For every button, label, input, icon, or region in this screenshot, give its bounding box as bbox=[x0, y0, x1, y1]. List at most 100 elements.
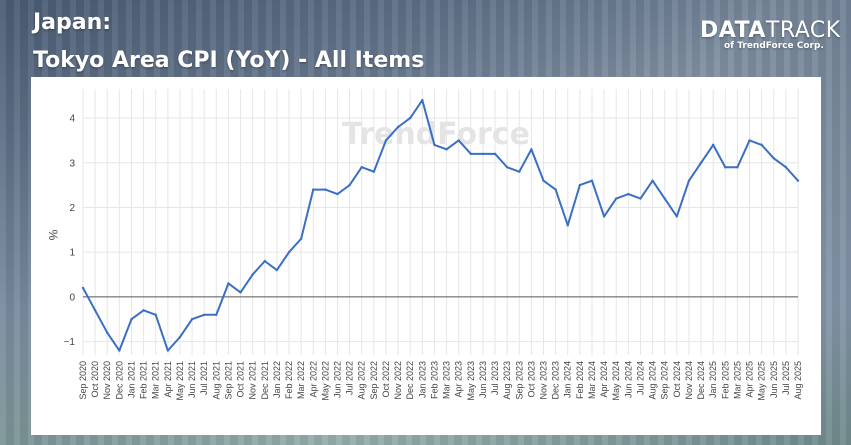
x-tick-label: Feb 2023 bbox=[429, 361, 439, 399]
x-tick-label: Apr 2023 bbox=[454, 361, 464, 398]
x-tick-label: Jun 2021 bbox=[187, 361, 197, 398]
brand-name-bold: DATA bbox=[700, 18, 766, 43]
x-tick-label: Jul 2021 bbox=[199, 361, 209, 395]
y-tick-label: 4 bbox=[69, 114, 75, 125]
data-point bbox=[142, 309, 145, 312]
data-point bbox=[627, 192, 630, 196]
data-point bbox=[215, 313, 218, 316]
x-tick-label: May 2022 bbox=[320, 361, 330, 401]
x-tick-label: Sep 2020 bbox=[78, 361, 88, 400]
x-tick-label: Mar 2021 bbox=[151, 361, 161, 399]
x-tick-label: Jun 2023 bbox=[478, 361, 488, 398]
data-point bbox=[275, 268, 279, 272]
x-tick-label: Jan 2025 bbox=[708, 361, 718, 398]
grid-layer bbox=[82, 89, 799, 355]
x-tick-label: Jun 2022 bbox=[332, 361, 342, 398]
x-tick-label: Sep 2022 bbox=[369, 361, 379, 400]
y-tick-label: −1 bbox=[64, 337, 76, 348]
data-point bbox=[615, 197, 618, 200]
y-axis: −1 0 1 2 3 4 bbox=[64, 114, 76, 349]
data-point bbox=[699, 161, 703, 164]
x-tick-label: Jan 2021 bbox=[126, 361, 136, 398]
data-point bbox=[481, 152, 485, 156]
data-point bbox=[384, 139, 388, 142]
data-point bbox=[590, 179, 594, 182]
x-tick-label: Oct 2020 bbox=[90, 361, 100, 398]
data-point bbox=[93, 309, 97, 312]
data-point bbox=[409, 116, 412, 120]
brand-tagline: of TrendForce Corp. bbox=[724, 41, 824, 51]
data-point bbox=[736, 166, 739, 169]
data-point bbox=[336, 192, 339, 196]
data-point bbox=[748, 139, 751, 142]
data-point bbox=[445, 148, 448, 151]
data-point bbox=[312, 188, 315, 191]
series-layer bbox=[81, 98, 800, 352]
data-point bbox=[81, 286, 85, 290]
data-point bbox=[505, 166, 509, 169]
title-line-1: Japan: bbox=[33, 10, 112, 35]
x-tick-label: Jul 2024 bbox=[635, 361, 645, 395]
data-point bbox=[287, 250, 291, 254]
x-tick-label: Mar 2023 bbox=[442, 361, 452, 399]
brand-logo: DATATRACK of TrendForce Corp. bbox=[700, 18, 841, 51]
x-tick-label: May 2024 bbox=[611, 361, 621, 401]
x-tick-label: Feb 2021 bbox=[139, 361, 149, 399]
x-tick-label: Apr 2022 bbox=[308, 361, 318, 398]
x-tick-label: Dec 2023 bbox=[551, 361, 561, 400]
data-point bbox=[772, 157, 775, 160]
x-tick-label: Apr 2021 bbox=[163, 361, 173, 398]
data-point bbox=[299, 237, 303, 240]
data-point bbox=[542, 179, 545, 182]
x-tick-label: Oct 2023 bbox=[526, 361, 536, 398]
data-point bbox=[518, 170, 521, 173]
x-tick-label: Dec 2024 bbox=[696, 361, 706, 400]
y-tick-label: 2 bbox=[69, 203, 75, 214]
data-point bbox=[154, 313, 157, 316]
x-tick-label: Nov 2021 bbox=[248, 361, 258, 400]
data-point bbox=[796, 179, 800, 182]
x-tick-label: Dec 2021 bbox=[260, 361, 270, 400]
x-tick-label: Dec 2020 bbox=[114, 361, 124, 400]
y-tick-label: 3 bbox=[69, 158, 75, 169]
data-point bbox=[724, 166, 727, 169]
x-tick-label: Sep 2024 bbox=[660, 361, 670, 400]
x-tick-label: May 2023 bbox=[466, 361, 476, 401]
data-point bbox=[239, 291, 242, 294]
x-tick-label: Jun 2025 bbox=[769, 361, 779, 398]
data-point bbox=[251, 273, 254, 276]
data-point bbox=[190, 318, 194, 321]
x-tick-label: Mar 2024 bbox=[587, 361, 597, 399]
data-point bbox=[530, 148, 533, 151]
brand-name-light: TRACK bbox=[765, 18, 841, 43]
y-tick-label: 1 bbox=[69, 248, 75, 259]
brand-name: DATATRACK bbox=[700, 18, 841, 43]
x-tick-label: Jul 2022 bbox=[345, 361, 355, 395]
data-point bbox=[457, 139, 460, 142]
x-tick-label: Jan 2023 bbox=[417, 361, 427, 398]
data-point bbox=[675, 215, 679, 218]
page-title: Japan: Tokyo Area CPI (YoY) - All Items bbox=[33, 4, 424, 80]
data-point bbox=[396, 125, 400, 129]
data-point bbox=[663, 197, 666, 200]
data-point bbox=[602, 215, 606, 218]
chart-panel: TrendForce −1 0 1 2 3 4 Sep 2020 Oct 2020 Nov 2… bbox=[31, 77, 821, 435]
x-tick-label: May 2025 bbox=[757, 361, 767, 401]
data-point bbox=[784, 166, 788, 169]
x-tick-label: Nov 2020 bbox=[102, 361, 112, 400]
title-line-2: Tokyo Area CPI (YoY) - All Items bbox=[33, 48, 425, 73]
x-tick-label: Aug 2022 bbox=[357, 361, 367, 400]
data-point bbox=[130, 318, 133, 321]
data-point bbox=[202, 313, 206, 316]
data-point bbox=[639, 197, 642, 200]
x-tick-label: Apr 2024 bbox=[599, 361, 609, 398]
x-tick-label: Jan 2022 bbox=[272, 361, 282, 398]
y-tick-label: 0 bbox=[69, 292, 75, 303]
data-point bbox=[360, 166, 363, 169]
watermark: TrendForce bbox=[342, 117, 530, 152]
x-tick-label: Feb 2025 bbox=[720, 361, 730, 399]
data-point bbox=[263, 259, 266, 263]
data-point bbox=[118, 349, 121, 352]
series-line bbox=[82, 99, 799, 352]
